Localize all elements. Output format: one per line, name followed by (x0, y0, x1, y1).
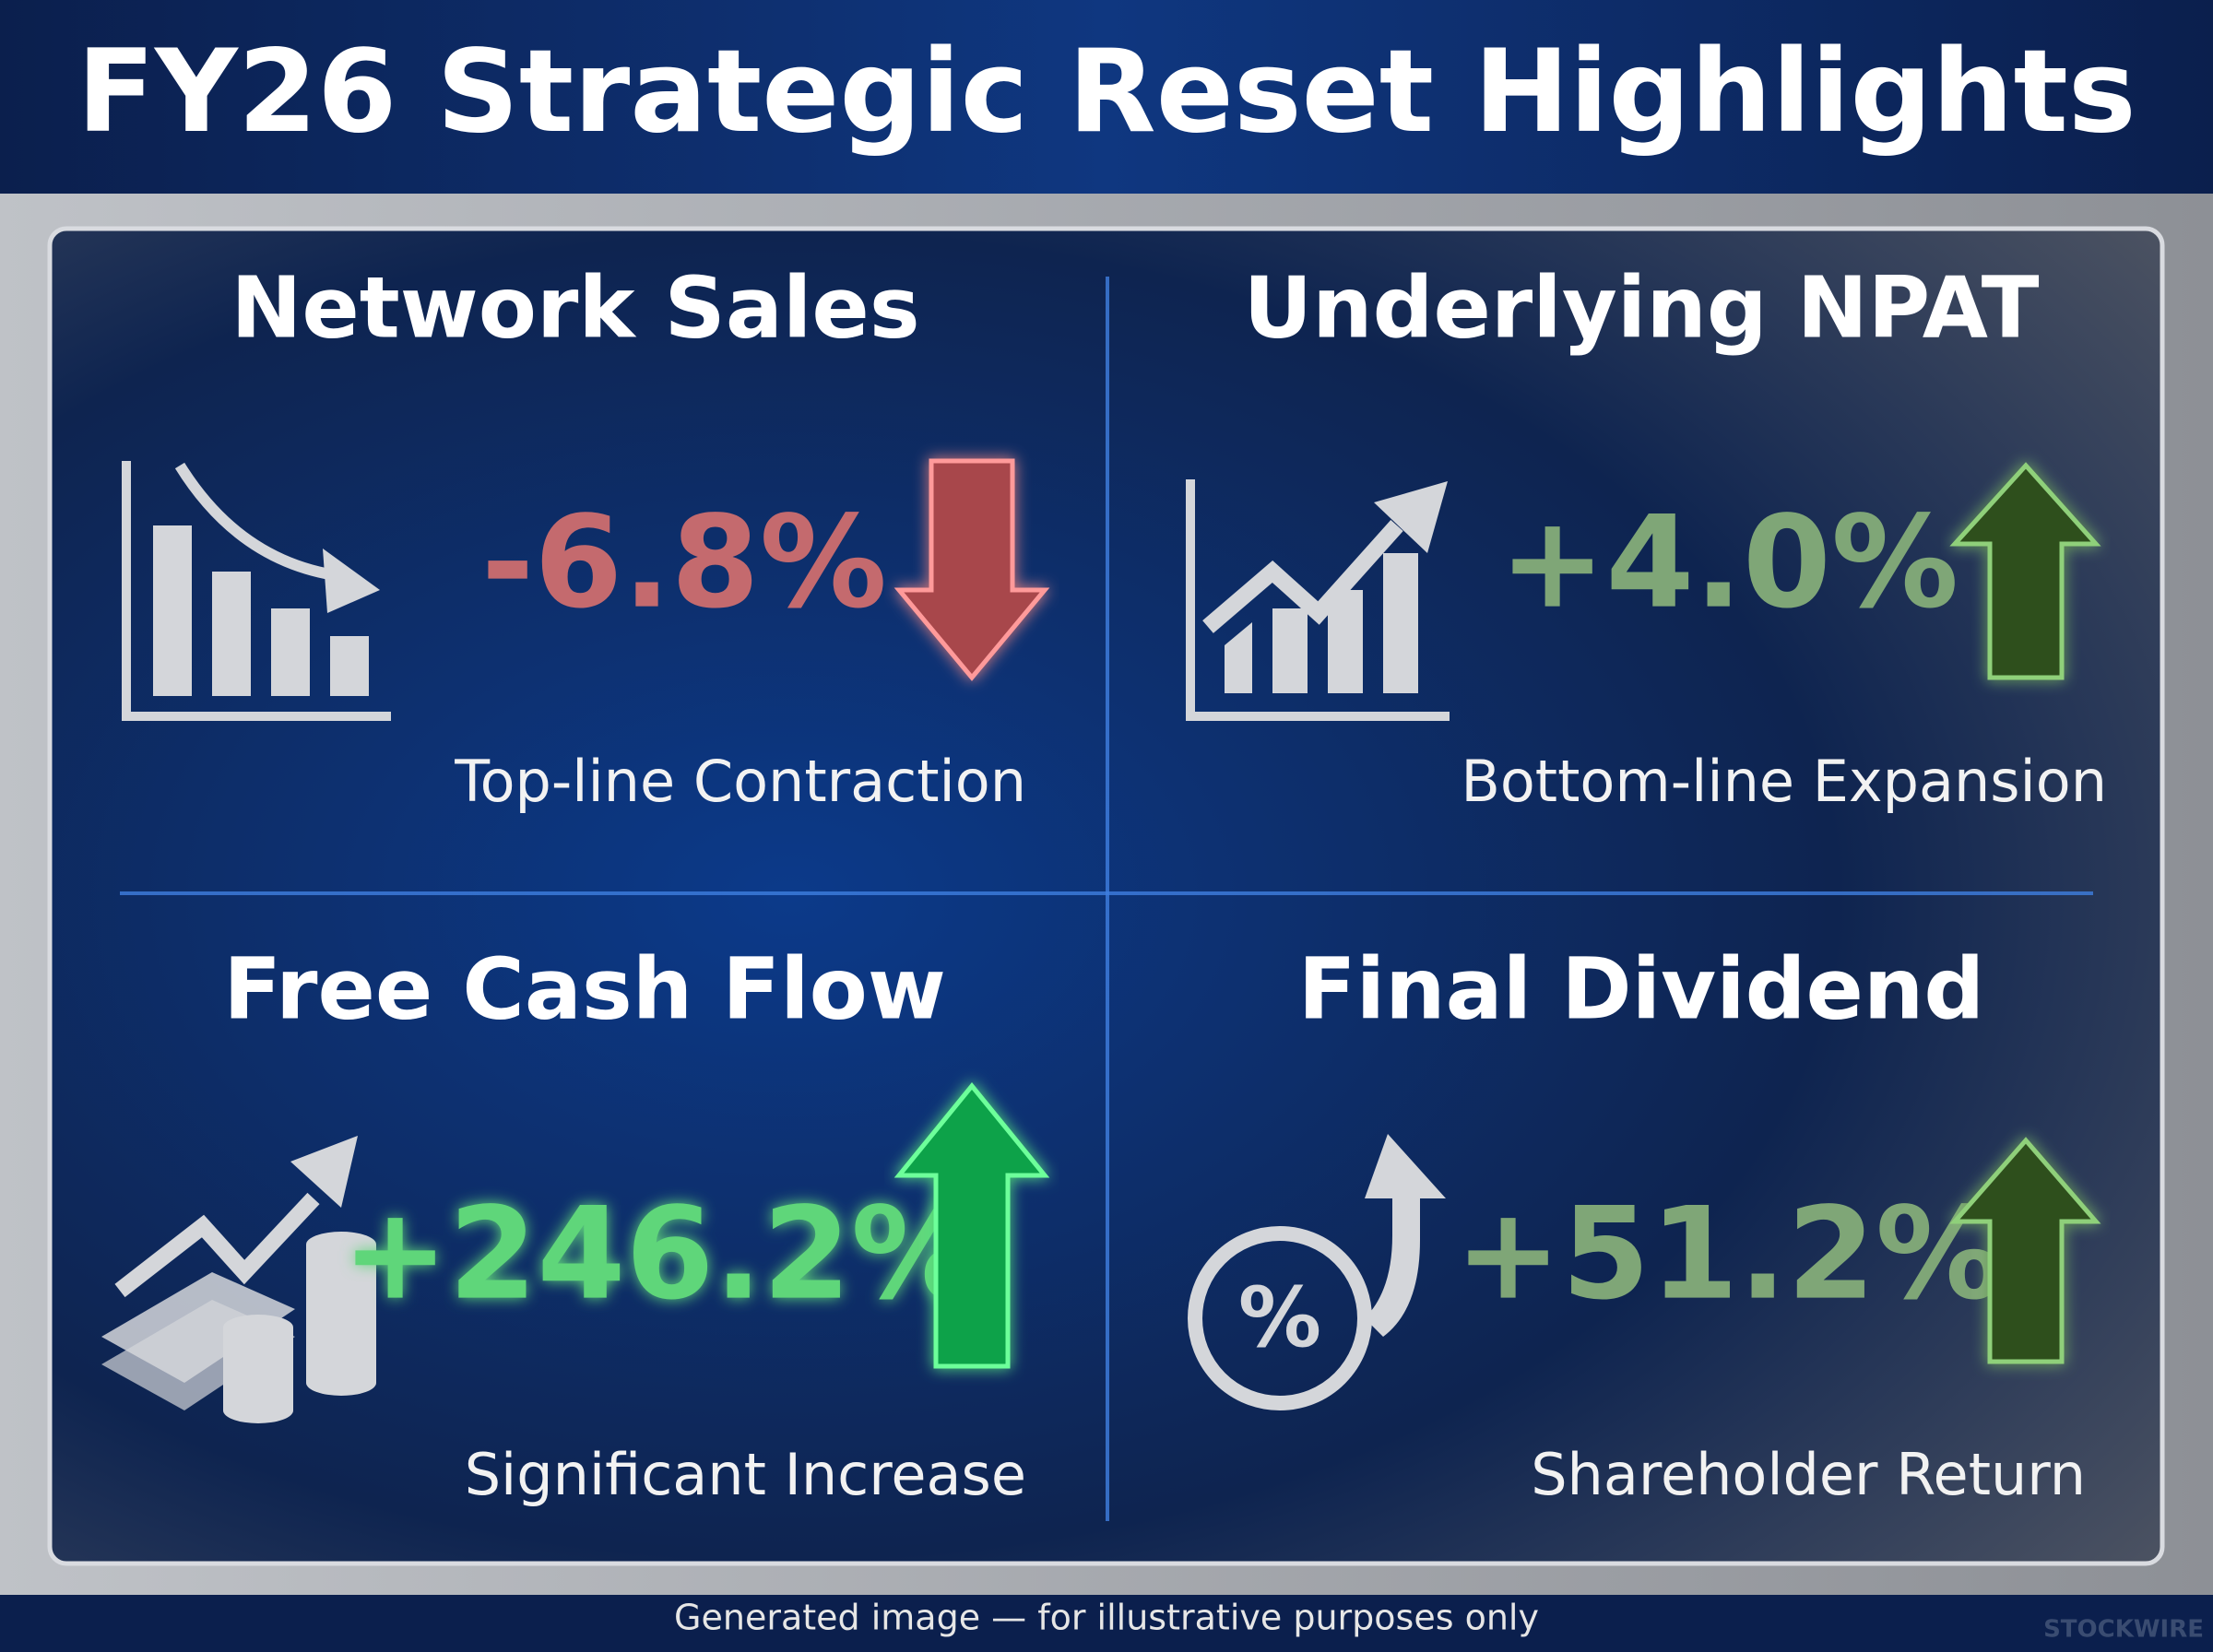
percent-icon: % (1188, 1134, 1446, 1410)
footer-bar (0, 1595, 2213, 1652)
caption: Shareholder Return (1531, 1441, 2086, 1508)
value: +246.2% (342, 1180, 978, 1328)
quadrant-title: Final Dividend (1298, 939, 1985, 1038)
value: +4.0% (1499, 489, 1959, 637)
svg-text:%: % (1238, 1269, 1321, 1366)
caption: Top-line Contraction (454, 748, 1026, 815)
value: -6.8% (481, 489, 887, 637)
up-arrow (893, 1082, 1050, 1369)
up-arrow (1949, 462, 2101, 680)
footer-note: Generated image — for illustrative purpo… (674, 1598, 1539, 1638)
quadrant-title: Network Sales (231, 258, 919, 357)
header-bar (0, 0, 2213, 194)
caption: Bottom-line Expansion (1461, 748, 2107, 815)
watermark: STOCKWIRE (2043, 1616, 2204, 1644)
quadrant-title: Free Cash Flow (223, 939, 946, 1038)
declining-chart-icon (122, 461, 391, 721)
down-arrow (893, 458, 1050, 681)
value: +51.2% (1455, 1180, 2003, 1328)
rising-chart-icon (1186, 479, 1450, 721)
quadrant-title: Underlying NPAT (1243, 258, 2039, 357)
cash-icon (101, 1136, 376, 1423)
caption: Significant Increase (465, 1441, 1026, 1508)
up-arrow (1949, 1137, 2101, 1364)
title: FY26 Strategic Reset Highlights (77, 26, 2136, 159)
